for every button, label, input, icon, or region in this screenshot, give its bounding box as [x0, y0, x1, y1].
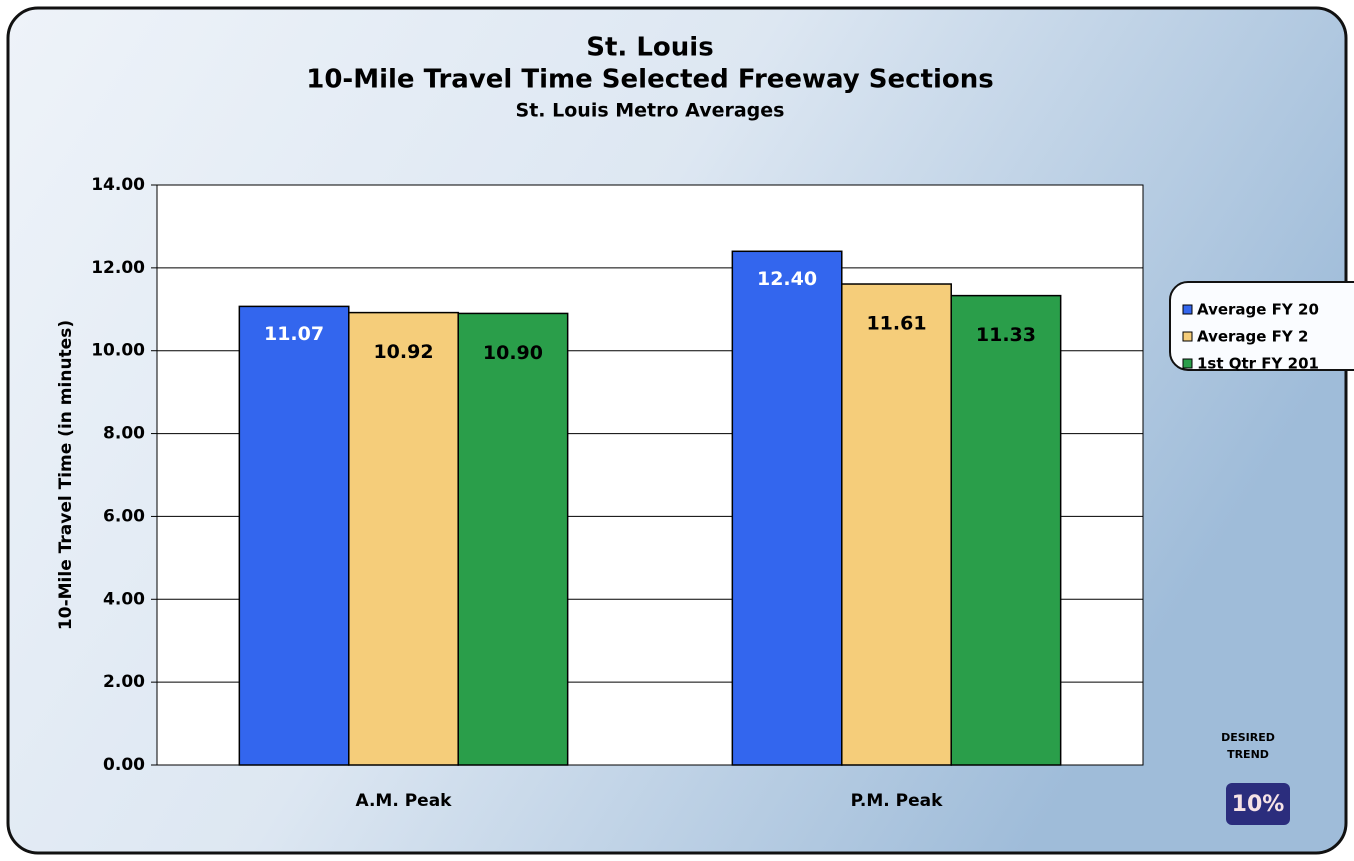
y-tick-label: 4.00: [103, 589, 145, 609]
legend-swatch: [1182, 331, 1193, 342]
value-label: 12.40: [757, 268, 817, 290]
bar: [457, 312, 569, 766]
bar: [731, 250, 843, 766]
chart-title: St. Louis: [586, 33, 713, 63]
annotation: TREND: [1227, 748, 1269, 761]
bar: [841, 283, 952, 766]
legend-swatch: [1182, 358, 1193, 369]
annotation: DESIRED: [1221, 731, 1275, 744]
chart-title: 10-Mile Travel Time Selected Freeway Sec…: [306, 65, 994, 95]
chart-subtitle: St. Louis Metro Averages: [516, 100, 785, 122]
badge-text: 10%: [1232, 792, 1285, 817]
value-label: 11.33: [976, 324, 1036, 346]
value-label: 10.92: [373, 341, 433, 363]
y-tick-label: 8.00: [103, 424, 145, 444]
legend-label: 1st Qtr FY 201: [1197, 355, 1319, 373]
bar: [950, 294, 1062, 766]
legend-label: Average FY 20: [1197, 301, 1319, 319]
x-tick-label: A.M. Peak: [356, 791, 453, 811]
y-tick-label: 6.00: [103, 506, 145, 526]
value-label: 10.90: [483, 342, 543, 364]
x-tick-label: P.M. Peak: [851, 791, 944, 811]
y-tick-label: 2.00: [103, 672, 145, 692]
y-tick-label: 14.00: [91, 175, 145, 195]
value-label: 11.07: [264, 323, 324, 345]
legend-label: Average FY 2: [1197, 328, 1308, 346]
bar: [348, 311, 459, 766]
badge: [1226, 783, 1290, 825]
y-tick-label: 0.00: [103, 755, 145, 775]
bar: [238, 305, 350, 766]
y-axis-title: 10-Mile Travel Time (in minutes): [56, 320, 76, 630]
legend-box: [1169, 281, 1354, 371]
y-tick-label: 10.00: [91, 341, 145, 361]
legend-swatch: [1182, 304, 1193, 315]
y-tick-label: 12.00: [91, 258, 145, 278]
value-label: 11.61: [866, 313, 926, 335]
